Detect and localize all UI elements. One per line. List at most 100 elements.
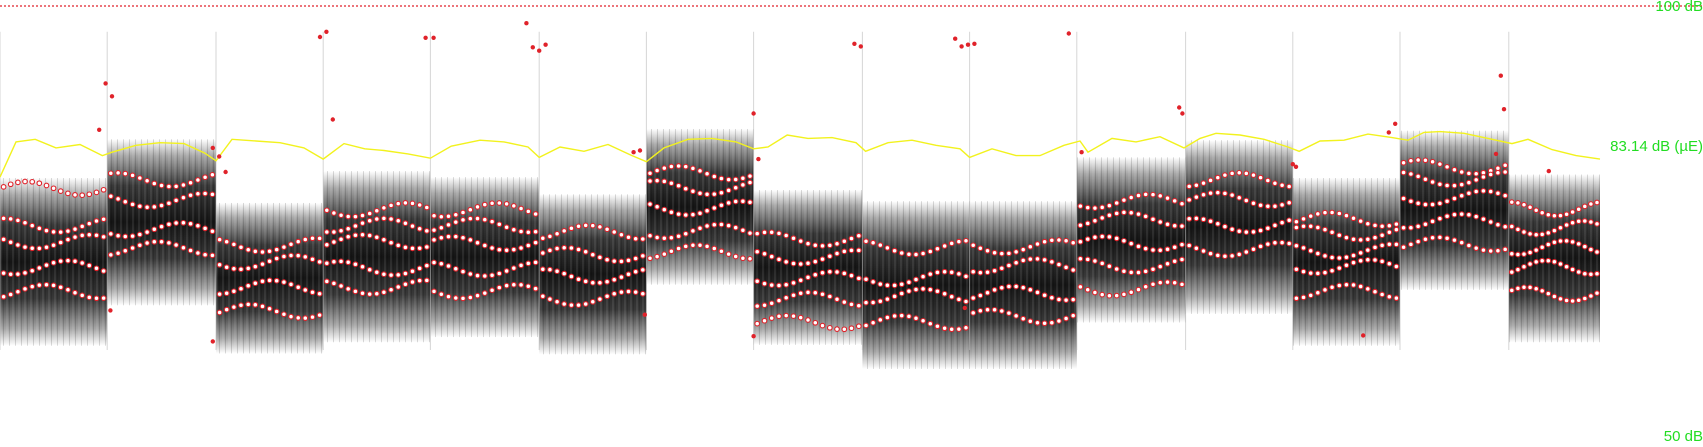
formant-point [841, 238, 848, 245]
outlier-point [330, 117, 335, 122]
formant-point [1084, 286, 1091, 293]
formant-point [1539, 244, 1546, 251]
formant-point [697, 190, 703, 197]
formant-point [740, 198, 746, 205]
formant-point [913, 315, 919, 322]
spectrogram-segment-texture [1400, 130, 1509, 290]
formant-point [1157, 247, 1164, 254]
formant-point [1473, 245, 1480, 251]
formant-point [1466, 211, 1472, 218]
formant-point [245, 265, 252, 272]
formant-point [216, 261, 223, 268]
formant-point [1527, 231, 1533, 237]
formant-point [22, 178, 28, 185]
formant-point [1521, 201, 1527, 208]
formant-point [984, 269, 991, 276]
formant-point [0, 270, 7, 276]
formant-point [625, 288, 632, 295]
formant-point [151, 180, 158, 187]
formant-point [554, 245, 560, 252]
formant-point [1293, 242, 1300, 249]
formant-point [122, 198, 129, 205]
formant-point [423, 244, 430, 250]
formant-point [747, 173, 753, 179]
formant-point [1157, 193, 1164, 199]
formant-point [582, 278, 589, 285]
formant-point [790, 313, 797, 319]
formant-point [416, 225, 423, 232]
formant-point [1135, 286, 1142, 293]
formant-point [416, 245, 423, 252]
formant-point [1084, 220, 1091, 227]
formant-point [180, 244, 187, 251]
formant-point [1393, 263, 1400, 270]
formant-point [1272, 222, 1278, 229]
formant-point [1300, 223, 1307, 230]
formant-point [1113, 266, 1120, 272]
formant-point [970, 268, 977, 275]
formant-point [1393, 241, 1400, 248]
formant-point [1581, 203, 1588, 210]
formant-point [797, 261, 804, 267]
formant-point [834, 269, 840, 275]
formant-point [1250, 229, 1257, 235]
formant-point [1557, 238, 1564, 244]
formant-point [503, 282, 510, 289]
formant-point [180, 194, 187, 201]
spectrogram-segment-texture [323, 171, 431, 343]
formant-point [36, 265, 43, 271]
formant-point [1379, 258, 1385, 265]
formant-point [797, 290, 804, 297]
outlier-point [751, 334, 756, 339]
formant-point [481, 290, 488, 296]
formant-point [79, 192, 86, 199]
formant-point [1006, 262, 1012, 269]
formant-point [50, 259, 57, 266]
formant-point [1563, 211, 1570, 218]
formant-point [359, 212, 366, 219]
formant-point [1357, 250, 1364, 256]
formant-point [518, 282, 524, 288]
formant-point [1041, 238, 1048, 245]
formant-point [338, 212, 344, 219]
formant-point [661, 235, 668, 242]
energy-curve-layer [0, 130, 1601, 178]
outlier-point [530, 45, 535, 50]
formant-point [597, 296, 603, 302]
formant-point [352, 223, 359, 229]
y-max-label: 100 dB [1655, 0, 1703, 15]
formant-point [1545, 257, 1552, 264]
formant-point [1515, 200, 1521, 206]
formant-point [776, 282, 782, 289]
formant-point [554, 230, 560, 237]
formant-point [1364, 247, 1371, 253]
formant-point [1458, 211, 1465, 217]
formant-point [231, 265, 237, 272]
formant-point [323, 207, 330, 214]
formant-point [1099, 260, 1106, 267]
formant-point [1451, 195, 1458, 202]
formant-point [589, 251, 596, 258]
formant-point [474, 239, 481, 246]
formant-point [1286, 240, 1293, 247]
formant-point [1150, 191, 1156, 198]
formant-point [1193, 194, 1200, 200]
formant-point [998, 284, 1005, 291]
formant-point [768, 253, 775, 260]
formant-point [1128, 194, 1135, 201]
formant-point [761, 250, 768, 257]
formant-point [510, 226, 517, 233]
formant-point [295, 284, 302, 291]
formant-point [547, 296, 553, 302]
formant-point [1451, 237, 1458, 243]
formant-point [1307, 292, 1314, 299]
formant-point [452, 211, 459, 218]
formant-point [618, 289, 625, 295]
formant-point [539, 293, 546, 300]
formant-point [388, 286, 394, 293]
formant-point [805, 240, 811, 247]
formant-point [927, 320, 934, 327]
formant-point [561, 228, 568, 234]
formant-point [245, 282, 252, 289]
formant-point [1063, 315, 1069, 322]
